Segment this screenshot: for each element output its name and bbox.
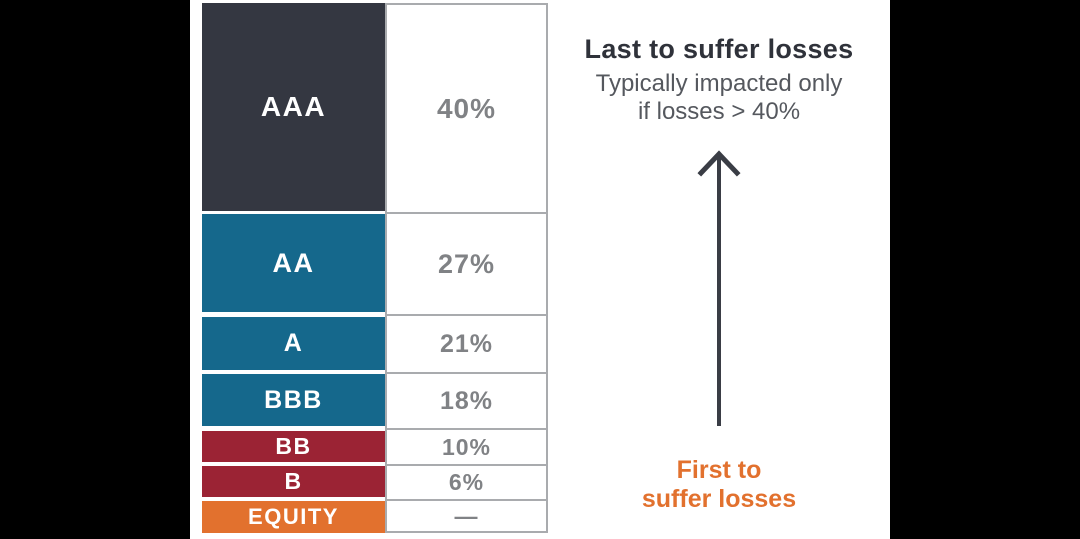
first-line2: suffer losses bbox=[641, 484, 797, 513]
tranche-block-equity: EQUITY bbox=[202, 501, 385, 533]
tranche-block-a: A bbox=[202, 317, 385, 370]
tranche-block-aaa: AAA bbox=[202, 3, 385, 211]
right-black-bar bbox=[890, 0, 1080, 539]
up-arrow-icon bbox=[548, 146, 890, 430]
tranche-block-aa: AA bbox=[202, 214, 385, 312]
tranche-block-bbb: BBB bbox=[202, 374, 385, 426]
tranche-value-bb: 10% bbox=[385, 428, 548, 466]
loss-annotations: Last to suffer losses Typically impacted… bbox=[548, 0, 890, 539]
tranche-value-equity: — bbox=[385, 499, 548, 533]
left-black-bar bbox=[0, 0, 190, 539]
last-to-suffer-title: Last to suffer losses bbox=[584, 34, 854, 64]
first-line1: First to bbox=[676, 456, 762, 484]
tranche-table: AAA AA A BBB BB B EQUITY 40% 27% 21% 18%… bbox=[202, 3, 548, 534]
tranche-value-a: 21% bbox=[385, 314, 548, 374]
last-to-suffer-subtitle: Typically impacted only if losses > 40% bbox=[548, 70, 890, 127]
tranche-value-aa: 27% bbox=[385, 212, 548, 316]
tranche-value-bbb: 18% bbox=[385, 372, 548, 430]
tranche-block-b: B bbox=[202, 466, 385, 497]
subtitle-line1: Typically impacted only bbox=[595, 70, 843, 97]
tranche-value-aaa: 40% bbox=[385, 3, 548, 214]
subtitle-line2: if losses > 40% bbox=[637, 98, 801, 126]
first-to-suffer-label: First to suffer losses bbox=[548, 456, 890, 514]
tranche-value-b: 6% bbox=[385, 464, 548, 501]
tranche-block-bb: BB bbox=[202, 431, 385, 462]
